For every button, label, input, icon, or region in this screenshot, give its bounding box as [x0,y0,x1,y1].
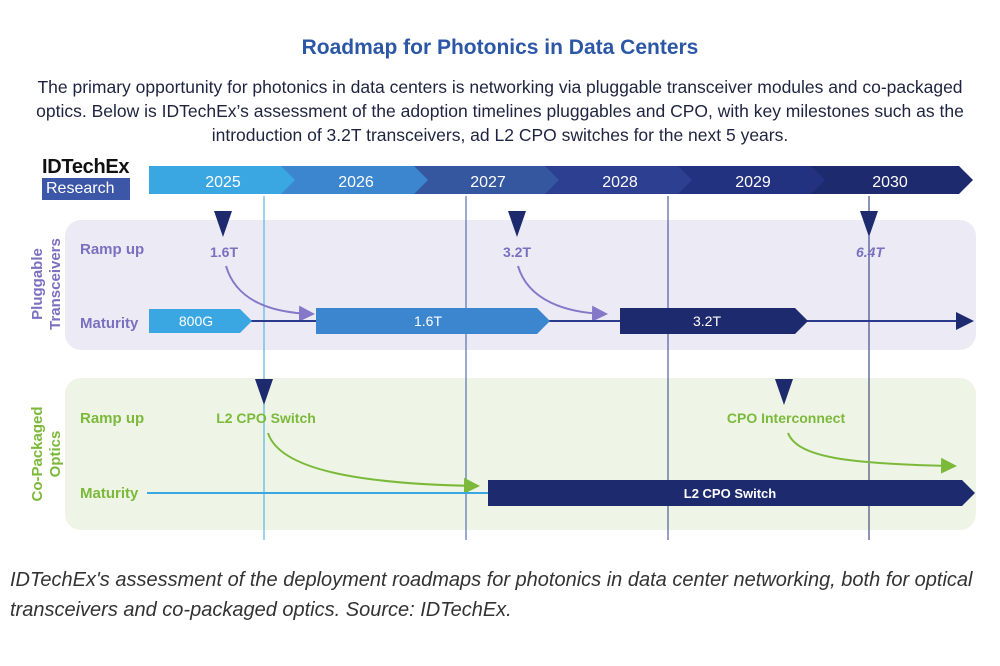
ramp-marker-1-6t: 1.6T [210,244,238,260]
year-label-2029: 2029 [735,174,771,191]
maturity-bar-800g [149,309,252,333]
maturity-bar-1-6t [316,308,550,334]
maturity-bar-800g-label: 800G [179,313,213,329]
year-chevron-2027 [414,166,561,194]
ramp-marker-1-6t-triangle [214,211,232,237]
year-chevron-2028 [545,166,694,194]
cpo-maturity-bar-l2 [488,480,975,506]
pluggable-section-label-1: Pluggable [29,248,46,320]
pluggable-ramp-arrow-1 [225,265,315,322]
maturity-bar-3-2t-label: 3.2T [693,313,721,329]
ramp-marker-3-2t: 3.2T [503,244,531,260]
year-label-2028: 2028 [602,174,638,191]
cpo-section-label-1: Co-Packaged [29,406,46,501]
year-label-2026: 2026 [338,174,374,191]
idtechex-logo-research: Research [42,178,130,200]
ramp-marker-6-4t: 6.4T [856,244,885,260]
intro-text: The primary opportunity for photonics in… [36,77,964,145]
cpo-ramp-marker-l2-triangle [255,379,273,405]
maturity-bar-1-6t-label: 1.6T [414,313,442,329]
cpo-maturity-label: Maturity [80,485,139,502]
year-chevron-2029 [678,166,827,194]
year-label-2030: 2030 [872,174,908,191]
year-chevron-2025 [149,166,297,194]
year-chevron-2030 [811,166,973,194]
year-label-2027: 2027 [470,174,506,191]
idtechex-logo: IDTechEx [42,156,130,178]
pluggable-section-label-2: Transceivers [47,238,64,330]
pluggable-maturity-label: Maturity [80,315,139,332]
maturity-bar-3-2t [620,308,808,334]
timeline-header: 2025 2026 2027 2028 2029 2030 [149,166,973,194]
year-chevron-2026 [281,166,430,194]
page-title: Roadmap for Photonics in Data Centers [301,36,699,59]
cpo-ramp-marker-cpo-interconnect: CPO Interconnect [727,410,846,426]
cpo-ramp-arrow-1 [267,432,480,494]
cpo-ramp-marker-l2-cpo-switch: L2 CPO Switch [216,410,316,426]
cpo-section-label-2: Optics [47,431,64,478]
year-label-2025: 2025 [205,174,241,191]
cpo-section-bg [65,378,976,530]
ramp-marker-6-4t-triangle [860,211,878,237]
cpo-ramp-arrow-2 [787,432,957,474]
ramp-marker-3-2t-triangle [508,211,526,237]
pluggable-ramp-arrow-2 [517,265,608,322]
figure-caption: IDTechEx's assessment of the deployment … [10,569,973,621]
cpo-maturity-bar-l2-label: L2 CPO Switch [684,486,777,501]
cpo-ramp-marker-interconnect-triangle [775,379,793,405]
pluggable-ramp-label: Ramp up [80,241,144,258]
cpo-ramp-label: Ramp up [80,410,144,427]
